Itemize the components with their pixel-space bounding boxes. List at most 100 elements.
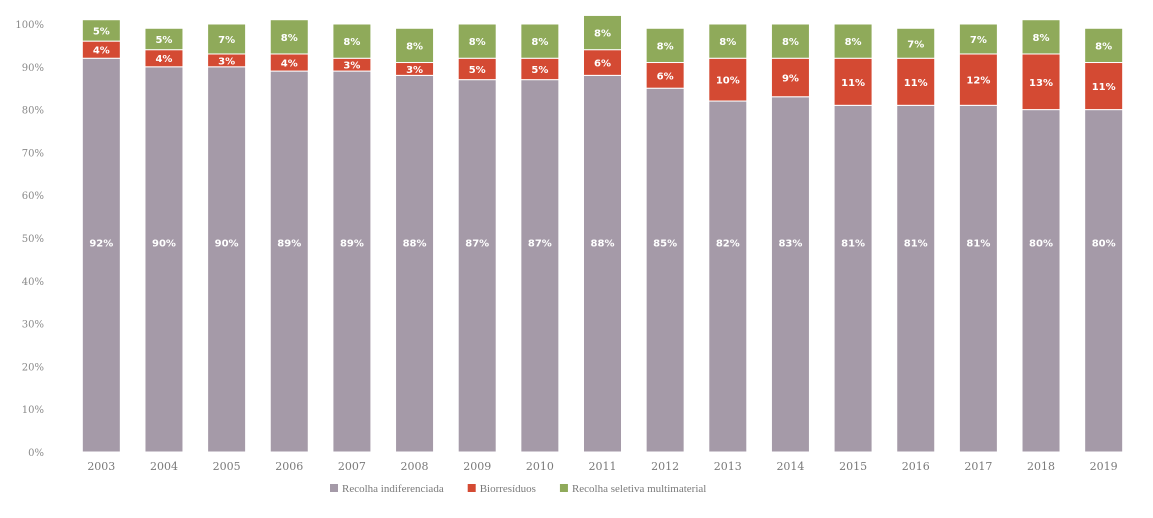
x-tick-label: 2004 bbox=[150, 460, 178, 473]
y-tick-label: 60% bbox=[22, 191, 44, 202]
bar-segment-recolha-seletiva bbox=[520, 23, 560, 59]
data-label: 81% bbox=[904, 239, 928, 250]
x-tick-label: 2018 bbox=[1027, 460, 1055, 473]
y-tick-label: 10% bbox=[22, 405, 44, 416]
data-label: 88% bbox=[403, 239, 427, 250]
legend-label: Biorresíduos bbox=[480, 483, 536, 495]
bar-segment-recolha-indiferenciada bbox=[1021, 109, 1061, 453]
bars-group: 92% 4% 5% 90% 4% 5% 90% 3% 7% 89% 4% 8% 89% 3% 8% 88% 3%… bbox=[81, 14, 1124, 453]
bar-segment-recolha-indiferenciada bbox=[144, 66, 184, 453]
x-axis: 2003 2004 2005 2006 2007 2008 2009 2010 2011 2012… bbox=[87, 460, 1117, 473]
bar-segment-recolha-seletiva bbox=[269, 19, 309, 55]
bar-segment-recolha-seletiva bbox=[332, 23, 372, 59]
x-tick-label: 2011 bbox=[589, 460, 617, 473]
x-tick-label: 2008 bbox=[401, 460, 429, 473]
data-label: 8% bbox=[845, 37, 862, 48]
data-label: 4% bbox=[93, 46, 110, 57]
legend: Recolha indiferenciada Biorresíduos Recolh… bbox=[330, 483, 706, 495]
y-tick-label: 80% bbox=[22, 106, 44, 117]
data-label: 81% bbox=[966, 239, 990, 250]
bar-segment-recolha-indiferenciada bbox=[395, 74, 435, 453]
bar-segment-recolha-indiferenciada bbox=[833, 104, 873, 453]
data-label: 13% bbox=[1029, 78, 1053, 89]
y-tick-label: 70% bbox=[22, 148, 44, 159]
x-tick-label: 2014 bbox=[776, 460, 804, 473]
bar-segment-recolha-indiferenciada bbox=[958, 104, 998, 453]
bar-segment-recolha-indiferenciada bbox=[1084, 109, 1124, 453]
data-label: 85% bbox=[653, 239, 677, 250]
bar-segment-biorresiduos bbox=[708, 57, 748, 102]
data-label: 8% bbox=[1033, 33, 1050, 44]
bar-segment-recolha-indiferenciada bbox=[770, 96, 810, 453]
data-label: 8% bbox=[782, 37, 799, 48]
data-label: 8% bbox=[719, 37, 736, 48]
bar-segment-recolha-indiferenciada bbox=[645, 87, 685, 453]
data-label: 8% bbox=[343, 37, 360, 48]
data-label: 9% bbox=[782, 74, 799, 85]
x-tick-label: 2015 bbox=[839, 460, 867, 473]
x-tick-label: 2013 bbox=[714, 460, 742, 473]
data-label: 8% bbox=[531, 37, 548, 48]
data-label: 3% bbox=[218, 56, 235, 67]
x-tick-label: 2003 bbox=[87, 460, 115, 473]
bar-segment-recolha-seletiva bbox=[457, 23, 497, 59]
data-label: 4% bbox=[155, 54, 172, 65]
x-tick-label: 2007 bbox=[338, 460, 366, 473]
bar-segment-biorresiduos bbox=[770, 57, 810, 98]
x-tick-label: 2010 bbox=[526, 460, 554, 473]
bar-segment-recolha-seletiva bbox=[583, 14, 622, 51]
legend-swatch bbox=[467, 484, 476, 492]
data-label: 90% bbox=[152, 239, 176, 250]
data-label: 87% bbox=[465, 239, 489, 250]
bar-segment-recolha-indiferenciada bbox=[332, 70, 372, 453]
y-tick-label: 40% bbox=[22, 277, 44, 288]
y-tick-label: 50% bbox=[22, 234, 44, 245]
bar-segment-recolha-indiferenciada bbox=[896, 104, 936, 453]
x-tick-label: 2019 bbox=[1090, 460, 1118, 473]
bar-segment-recolha-seletiva bbox=[81, 19, 121, 42]
data-label: 8% bbox=[594, 29, 611, 40]
data-label: 4% bbox=[281, 59, 298, 70]
data-label: 5% bbox=[93, 26, 110, 37]
bar-segment-recolha-indiferenciada bbox=[457, 79, 497, 453]
legend-swatch bbox=[559, 484, 568, 492]
bar-segment-recolha-indiferenciada bbox=[81, 57, 121, 453]
data-label: 89% bbox=[340, 239, 364, 250]
data-label: 11% bbox=[1092, 82, 1116, 93]
data-label: 8% bbox=[406, 41, 423, 52]
bar-segment-recolha-seletiva bbox=[395, 27, 435, 64]
y-tick-label: 0% bbox=[28, 448, 44, 459]
data-label: 87% bbox=[528, 239, 552, 250]
data-label: 3% bbox=[406, 65, 423, 76]
data-label: 7% bbox=[970, 35, 987, 46]
data-label: 3% bbox=[343, 61, 360, 72]
data-label: 81% bbox=[841, 239, 865, 250]
data-label: 6% bbox=[657, 71, 674, 82]
data-label: 11% bbox=[841, 78, 865, 89]
bar-segment-biorresiduos bbox=[645, 62, 685, 89]
bar-segment-recolha-seletiva bbox=[708, 23, 748, 59]
data-label: 7% bbox=[218, 35, 235, 46]
data-label: 89% bbox=[277, 239, 301, 250]
data-label: 92% bbox=[89, 239, 113, 250]
data-label: 7% bbox=[907, 39, 924, 50]
data-label: 5% bbox=[531, 65, 548, 76]
bar-segment-recolha-indiferenciada bbox=[269, 70, 309, 453]
bar-segment-recolha-seletiva bbox=[770, 23, 810, 59]
data-label: 82% bbox=[716, 239, 740, 250]
bar-segment-recolha-seletiva bbox=[896, 27, 936, 59]
y-axis: 0% 10% 20% 30% 40% 50% 60% 70% 80% 90% 100% bbox=[15, 20, 44, 459]
data-label: 80% bbox=[1029, 239, 1053, 250]
y-tick-label: 30% bbox=[22, 320, 44, 331]
y-tick-label: 100% bbox=[15, 20, 44, 31]
x-tick-label: 2017 bbox=[964, 460, 992, 473]
data-label: 90% bbox=[215, 239, 239, 250]
bar-segment-recolha-seletiva bbox=[207, 23, 247, 55]
data-label: 6% bbox=[594, 59, 611, 70]
bar-segment-recolha-seletiva bbox=[833, 23, 873, 59]
data-label: 80% bbox=[1092, 239, 1116, 250]
y-tick-label: 90% bbox=[22, 63, 44, 74]
y-tick-label: 20% bbox=[22, 362, 44, 373]
